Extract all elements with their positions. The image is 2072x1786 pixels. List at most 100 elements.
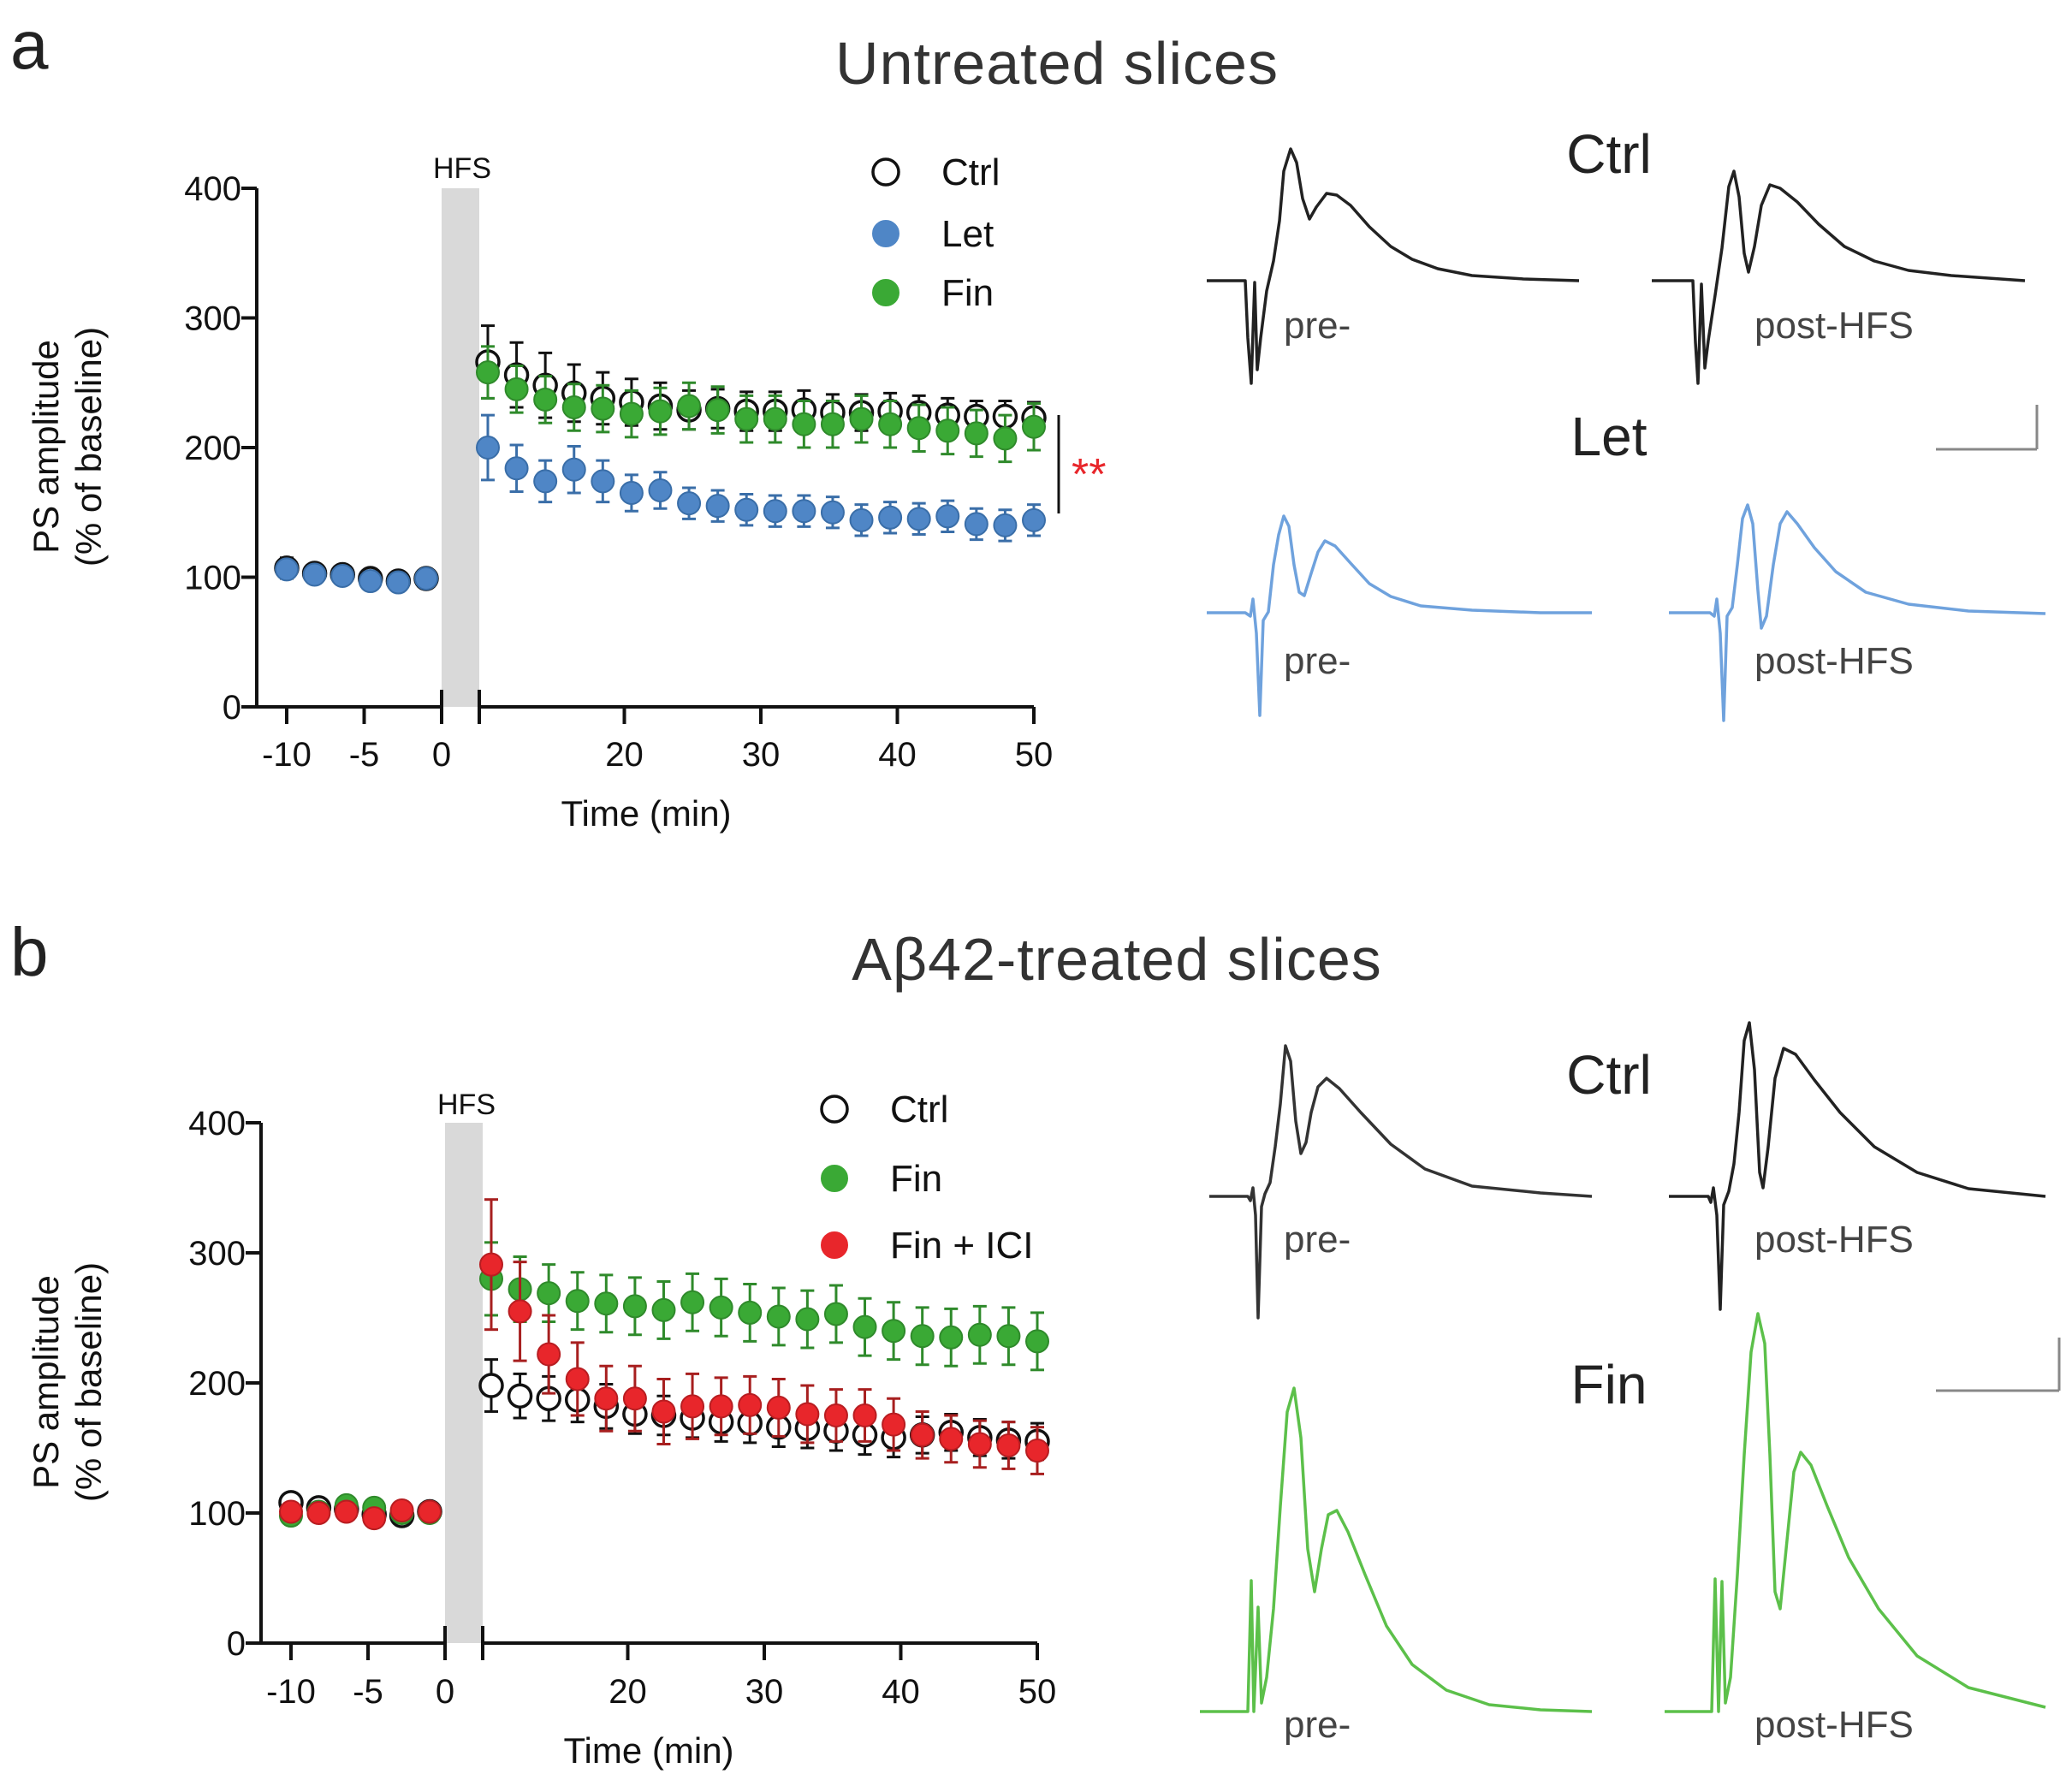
chart-b-point-ctrl — [478, 1373, 504, 1398]
chart-b-xlabel: Time (min) — [563, 1730, 733, 1771]
chart-a-point-fin — [677, 394, 702, 418]
chart-b-point-fin — [622, 1294, 647, 1319]
chart-b-point-fin_ici — [709, 1394, 733, 1419]
trace-b-fin-pre — [1200, 1386, 1593, 1713]
chart-a: PS amplitude (% of baseline) Time (min) … — [26, 151, 1106, 834]
chart-a-point-fin — [993, 426, 1018, 451]
trace-a-let-post — [1669, 503, 2046, 722]
chart-a-point-fin — [935, 418, 960, 443]
chart-a-point-fin — [734, 406, 759, 431]
chart-b-point-fin_ici — [594, 1386, 619, 1411]
chart-a-point-fin — [820, 412, 845, 436]
chart-b-point-fin — [766, 1304, 791, 1329]
chart-b-point-fin_ici — [306, 1501, 331, 1525]
chart-a-hfs-label: HFS — [433, 152, 491, 185]
chart-a-point-fin — [964, 421, 989, 446]
chart-a-point-let — [275, 557, 299, 582]
chart-b-point-fin — [680, 1290, 705, 1314]
chart-b-point-fin_ici — [996, 1433, 1021, 1457]
chart-a-point-let — [358, 569, 383, 594]
chart-b-ytick-label: 100 — [188, 1495, 246, 1533]
trace-b-ctrl-pre-label: pre- — [1284, 1219, 1351, 1261]
chart-b-point-fin — [967, 1322, 992, 1347]
chart-b-hfs-bar — [445, 1123, 483, 1643]
chart-b-point-ctrl — [507, 1383, 533, 1409]
chart-b-point-fin_ici — [334, 1499, 359, 1524]
trace-a-ctrl-pre-label: pre- — [1284, 305, 1351, 347]
trace-b-fin-post-label: post-HFS — [1754, 1704, 1914, 1746]
chart-a-legend-let-marker — [872, 220, 899, 247]
traces-a: Ctrl Let pre- post-HFS pre- post-HFS — [1207, 123, 2046, 722]
chart-a-point-let — [964, 512, 989, 537]
chart-a-hfs-bar — [442, 188, 479, 707]
chart-a-point-fin — [591, 396, 615, 421]
chart-b-point-fin — [594, 1291, 619, 1316]
traces-b: Ctrl Fin pre- post-HFS pre- post-HFS — [1200, 1021, 2061, 1746]
chart-b-point-fin_ici — [766, 1395, 791, 1420]
chart-a-ytick-label: 400 — [184, 170, 241, 208]
chart-a-point-let — [849, 507, 874, 532]
chart-a-point-let — [476, 436, 500, 460]
chart-a-point-let — [677, 491, 702, 516]
chart-b-point-fin — [565, 1289, 590, 1314]
chart-b-point-fin_ici — [565, 1367, 590, 1391]
chart-a-ytick-label: 0 — [223, 689, 241, 727]
chart-b-xtick-label: 50 — [1018, 1673, 1057, 1711]
chart-b-point-fin — [882, 1319, 906, 1344]
chart-b-point-fin_ici — [279, 1499, 303, 1524]
chart-b-legend-fin: Fin — [890, 1158, 942, 1200]
chart-b-point-fin — [709, 1295, 733, 1320]
chart-a-point-let — [619, 481, 644, 506]
chart-b-point-fin_ici — [967, 1432, 992, 1457]
trace-b-ctrl-post — [1669, 1021, 2046, 1311]
trace-b-ctrl-label: Ctrl — [1566, 1044, 1652, 1106]
chart-b-point-fin — [823, 1302, 848, 1326]
chart-a-point-let — [820, 500, 845, 525]
chart-a-point-let — [1022, 507, 1046, 532]
chart-a-point-fin — [619, 401, 644, 426]
chart-a-point-let — [414, 567, 438, 591]
trace-a-ctrl-post — [1652, 169, 2026, 385]
chart-b-point-fin_ici — [362, 1506, 387, 1531]
chart-a-point-let — [561, 457, 586, 482]
chart-a-point-let — [792, 499, 816, 524]
chart-b-point-fin — [738, 1300, 763, 1325]
scale-bar-a — [1936, 405, 2039, 451]
chart-a-xtick-label: 30 — [742, 736, 781, 774]
chart-a-point-let — [330, 563, 355, 588]
trace-a-ctrl-label: Ctrl — [1566, 123, 1652, 185]
chart-a-point-fin — [849, 406, 874, 431]
chart-b-point-fin_ici — [680, 1394, 705, 1419]
chart-b-point-fin — [852, 1314, 877, 1339]
chart-b-point-fin_ici — [651, 1399, 676, 1424]
panel-a-letter: a — [10, 7, 49, 83]
chart-b-point-fin_ici — [823, 1403, 848, 1427]
trace-a-ctrl-post-label: post-HFS — [1754, 305, 1914, 347]
chart-b-xtick-label: -5 — [353, 1673, 383, 1711]
chart-b-xtick-label: 0 — [436, 1673, 454, 1711]
chart-a-point-let — [878, 505, 903, 530]
chart-a-point-fin — [1022, 414, 1046, 439]
chart-a-point-let — [906, 507, 931, 531]
chart-b-xtick-label: 20 — [609, 1673, 647, 1711]
chart-a-point-let — [705, 494, 730, 519]
chart-b-point-fin — [795, 1307, 820, 1332]
chart-a-point-let — [302, 562, 327, 587]
chart-a-point-let — [504, 456, 529, 481]
chart-a-legend-ctrl: Ctrl — [941, 151, 1000, 193]
trace-a-let-pre-label: pre- — [1284, 640, 1351, 682]
chart-a-point-let — [648, 478, 673, 502]
trace-a-ctrl-pre — [1207, 147, 1580, 385]
chart-a-point-let — [591, 469, 615, 494]
chart-a-xtick-label: -5 — [349, 736, 380, 774]
chart-a-point-fin — [878, 412, 903, 436]
chart-b-xtick-label: 40 — [882, 1673, 920, 1711]
chart-b-point-fin_ici — [418, 1499, 442, 1524]
chart-b-point-fin_ici — [738, 1392, 763, 1417]
chart-a-xlabel: Time (min) — [561, 793, 731, 834]
chart-b-point-fin_ici — [537, 1342, 561, 1367]
chart-b-xtick-label: 30 — [745, 1673, 784, 1711]
trace-b-ctrl-pre — [1209, 1044, 1593, 1320]
chart-b-ylabel: PS amplitude — [26, 1275, 66, 1489]
